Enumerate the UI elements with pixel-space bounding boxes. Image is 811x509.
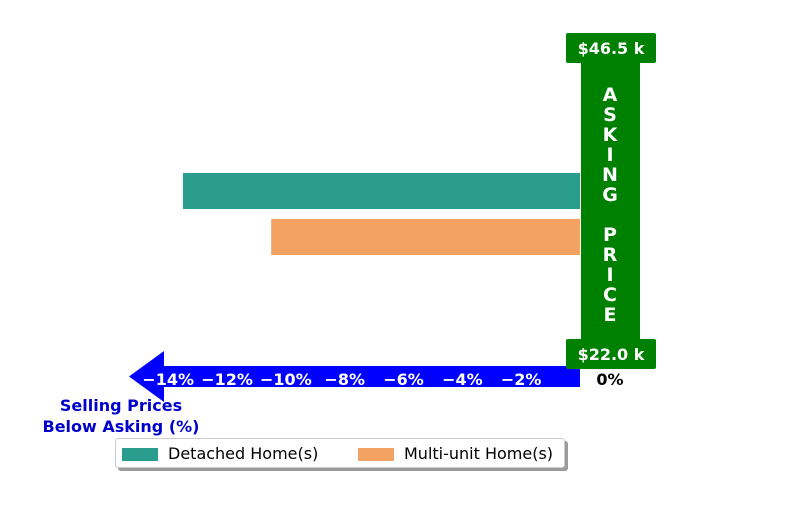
asking-letter-0: A xyxy=(603,84,618,106)
legend: Detached Home(s) Multi-unit Home(s) xyxy=(115,438,565,468)
tick-label-0: −14% xyxy=(142,370,194,389)
asking-letter-5: G xyxy=(602,184,618,206)
tick-label-7: 0% xyxy=(596,370,623,389)
tick-label-2: −10% xyxy=(260,370,312,389)
bar-multi-unit xyxy=(271,219,580,255)
price-top-box xyxy=(566,33,656,63)
legend-label-detached: Detached Home(s) xyxy=(168,444,319,463)
asking-letter-10: C xyxy=(603,284,617,306)
tick-label-6: −2% xyxy=(501,370,542,389)
tick-label-5: −4% xyxy=(442,370,483,389)
tick-label-3: −8% xyxy=(324,370,365,389)
asking-letter-8: R xyxy=(603,244,618,266)
asking-price-bar xyxy=(581,58,640,348)
legend-swatch-detached xyxy=(122,448,158,461)
asking-letter-11: E xyxy=(604,304,617,326)
axis-arrow xyxy=(129,351,580,402)
asking-letter-9: I xyxy=(606,264,613,286)
price-top-label: $46.5 k xyxy=(578,39,645,58)
x-axis-label-line-1: Below Asking (%) xyxy=(43,417,200,436)
asking-letter-3: I xyxy=(606,144,613,166)
bar-detached xyxy=(182,173,581,209)
legend-swatch-multi-unit xyxy=(358,448,394,461)
asking-letter-4: N xyxy=(602,164,618,186)
asking-letter-1: S xyxy=(603,104,617,126)
bars-layer xyxy=(182,173,581,255)
tick-label-1: −12% xyxy=(201,370,253,389)
tick-label-4: −6% xyxy=(383,370,424,389)
asking-letter-7: P xyxy=(603,224,617,246)
price-bottom-box xyxy=(566,339,656,369)
x-axis-label-line-0: Selling Prices xyxy=(60,396,182,415)
asking-letter-2: K xyxy=(603,124,619,146)
tick-labels: −14% −12% −10% −8% −6% −4% −2% 0% xyxy=(142,370,623,389)
price-bottom-label: $22.0 k xyxy=(578,345,645,364)
x-axis-label: Selling Prices Below Asking (%) xyxy=(43,396,200,436)
legend-label-multi-unit: Multi-unit Home(s) xyxy=(404,444,554,463)
